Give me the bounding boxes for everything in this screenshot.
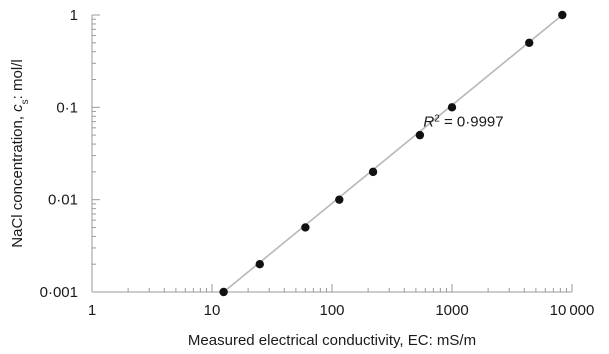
- tick-labels: 1 10 100 1000 10 000 0·001 0·01 0·1 1: [40, 7, 595, 319]
- r-symbol: R: [423, 114, 434, 131]
- r-squared-annotation: R2 = 0·9997: [423, 113, 503, 131]
- data-point: [558, 10, 567, 20]
- y-tick-label: 0·1: [56, 99, 78, 116]
- x-tick-label: 1000: [435, 302, 468, 319]
- y-axis-title: NaCl concentration, cs: mol/l: [9, 59, 31, 247]
- y-axis-title-var: c: [9, 104, 26, 112]
- x-axis-title: Measured electrical conductivity, EC: mS…: [188, 332, 476, 349]
- data-point: [219, 287, 228, 297]
- y-tick-label: 0·001: [40, 284, 78, 301]
- data-point: [255, 260, 264, 269]
- data-point: [447, 103, 457, 112]
- data-point: [335, 195, 344, 204]
- y-axis-title-prefix: NaCl concentration,: [9, 112, 26, 248]
- data-point: [415, 130, 425, 140]
- fit-line: [223, 14, 563, 293]
- x-tick-label: 100: [319, 302, 344, 319]
- x-tick-label: 10: [204, 302, 221, 319]
- data-point: [368, 167, 378, 177]
- fit-line-group: [223, 14, 563, 293]
- x-tick-label: 10 000: [550, 302, 595, 319]
- data-point: [301, 223, 310, 232]
- y-tick-label: 0·01: [48, 192, 78, 209]
- data-point: [525, 38, 534, 47]
- axes: [91, 14, 573, 293]
- data-points: [219, 10, 567, 297]
- y-axis-title-sub: s: [20, 99, 31, 104]
- y-tick-label: 1: [70, 7, 78, 24]
- y-axis-title-suffix: : mol/l: [9, 59, 26, 99]
- r-power: 2: [434, 113, 440, 124]
- r-value: = 0·9997: [440, 114, 504, 131]
- x-tick-label: 1: [88, 302, 96, 319]
